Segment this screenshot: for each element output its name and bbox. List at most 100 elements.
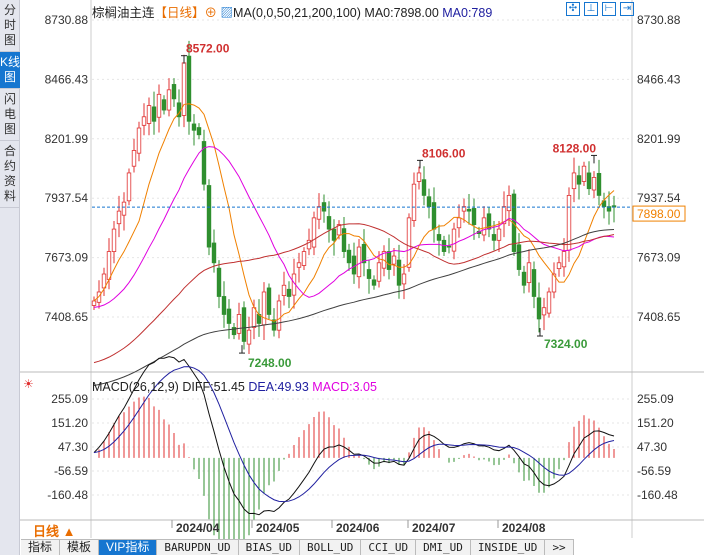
candle <box>556 262 562 270</box>
zoom-out-icon[interactable]: ⊢ <box>602 2 616 16</box>
tab-[interactable]: 模板 <box>60 540 100 555</box>
y-tick-left: 7673.09 <box>45 251 89 265</box>
candle <box>571 172 577 190</box>
candle <box>526 262 532 283</box>
candle <box>466 208 472 212</box>
candle <box>226 308 232 324</box>
tab-dmiud[interactable]: DMI_UD <box>416 540 471 555</box>
candle <box>366 269 372 279</box>
candle <box>436 234 442 241</box>
candle <box>161 99 167 111</box>
candle <box>561 251 567 268</box>
candle <box>251 307 257 328</box>
candle <box>296 262 302 268</box>
ma0-value-2: MA0:789 <box>442 6 493 20</box>
macd-tick-left: -160.48 <box>47 488 88 502</box>
tab-[interactable]: >> <box>545 540 574 555</box>
candle <box>231 327 237 336</box>
period-selector[interactable]: 日线 ▲ <box>33 524 76 539</box>
candle <box>216 267 222 297</box>
sidebar-item-timeshare[interactable]: 分时图 <box>0 0 20 52</box>
settings-sun-icon[interactable]: ☀ <box>23 377 34 391</box>
candle <box>486 213 492 230</box>
candle <box>111 228 117 252</box>
candle <box>521 271 527 286</box>
zoom-in-icon[interactable]: ⊥ <box>584 2 598 16</box>
candle <box>241 307 247 342</box>
y-tick-left: 8730.88 <box>45 13 89 27</box>
candle <box>376 262 382 282</box>
tab-vip[interactable]: VIP指标 <box>99 540 158 555</box>
ma-fast-line <box>93 103 615 322</box>
macd-tick-right: -56.59 <box>637 464 671 478</box>
tab-insideud[interactable]: INSIDE_UD <box>471 540 546 555</box>
candle <box>546 291 552 314</box>
candle <box>596 172 602 196</box>
exit-icon[interactable]: ⇥ <box>620 2 634 16</box>
candle <box>586 172 592 190</box>
price-annotation: 8106.00 <box>422 146 466 160</box>
candle <box>116 210 122 225</box>
macd-tick-left: -56.59 <box>54 464 88 478</box>
candle <box>356 246 362 278</box>
y-tick-right: 8201.99 <box>637 132 681 146</box>
sidebar-item-kline[interactable]: K线图 <box>0 52 20 89</box>
candle <box>131 150 137 167</box>
diff-line <box>93 356 615 516</box>
candle <box>246 329 252 345</box>
tab-cciud[interactable]: CCI_UD <box>361 540 417 555</box>
y-tick-left: 7937.54 <box>45 191 89 205</box>
macd-tick-right: 255.09 <box>637 392 674 406</box>
candle <box>261 291 267 326</box>
candle <box>506 195 512 212</box>
candle <box>391 255 397 265</box>
candle <box>396 259 402 286</box>
candle <box>496 228 502 241</box>
period-label: 【日线】 <box>154 6 205 20</box>
macd-tick-right: 47.30 <box>637 440 667 454</box>
crosshair-icon[interactable]: ✣ <box>566 2 580 16</box>
candle <box>201 141 207 185</box>
candle <box>541 307 547 316</box>
candle <box>136 127 142 154</box>
sidebar-item-contract-info[interactable]: 合约资料 <box>0 141 20 208</box>
symbol-name: 棕榈油主连 <box>92 6 155 20</box>
candle <box>196 127 202 136</box>
sidebar-item-flash[interactable]: 闪电图 <box>0 89 20 141</box>
candle <box>411 183 417 221</box>
candle <box>106 251 112 280</box>
target-icon[interactable]: ⊕ <box>204 6 218 20</box>
tab-barupdnud[interactable]: BARUPDN_UD <box>157 540 239 555</box>
tab-biasud[interactable]: BIAS_UD <box>239 540 300 555</box>
candle <box>456 217 462 229</box>
candle <box>401 273 407 285</box>
tab-bollud[interactable]: BOLL_UD <box>300 540 362 555</box>
candle <box>156 93 162 118</box>
candle <box>371 279 377 286</box>
indicator-icon[interactable]: ▨ <box>220 6 234 20</box>
macd-tick-right: 151.20 <box>637 416 674 430</box>
candle <box>151 106 157 122</box>
macd-tick-left: 255.09 <box>51 392 88 406</box>
candle <box>211 242 217 264</box>
candle <box>551 273 557 293</box>
candle <box>221 296 227 315</box>
chart-header: 棕榈油主连【日线】⊕ ▨MA(0,0,50,21,200,100) MA0:78… <box>92 2 492 21</box>
price-annotation: 7248.00 <box>248 356 292 370</box>
candle <box>171 84 177 100</box>
candle <box>206 185 212 248</box>
ma0-value: MA0:7898.00 <box>364 6 439 20</box>
x-tick-label: 2024/04 <box>176 521 220 535</box>
candle <box>536 297 542 320</box>
candle <box>166 89 172 111</box>
y-tick-right: 7937.54 <box>637 191 681 205</box>
tab-[interactable]: 指标 <box>21 540 61 555</box>
ma-params[interactable]: MA(0,0,50,21,200,100) <box>233 6 361 20</box>
candle <box>281 284 287 296</box>
y-tick-left: 8201.99 <box>45 132 89 146</box>
macd-dea: DEA:49.93 <box>248 380 309 394</box>
candle <box>236 314 242 334</box>
candle <box>306 239 312 250</box>
candle <box>471 208 477 226</box>
